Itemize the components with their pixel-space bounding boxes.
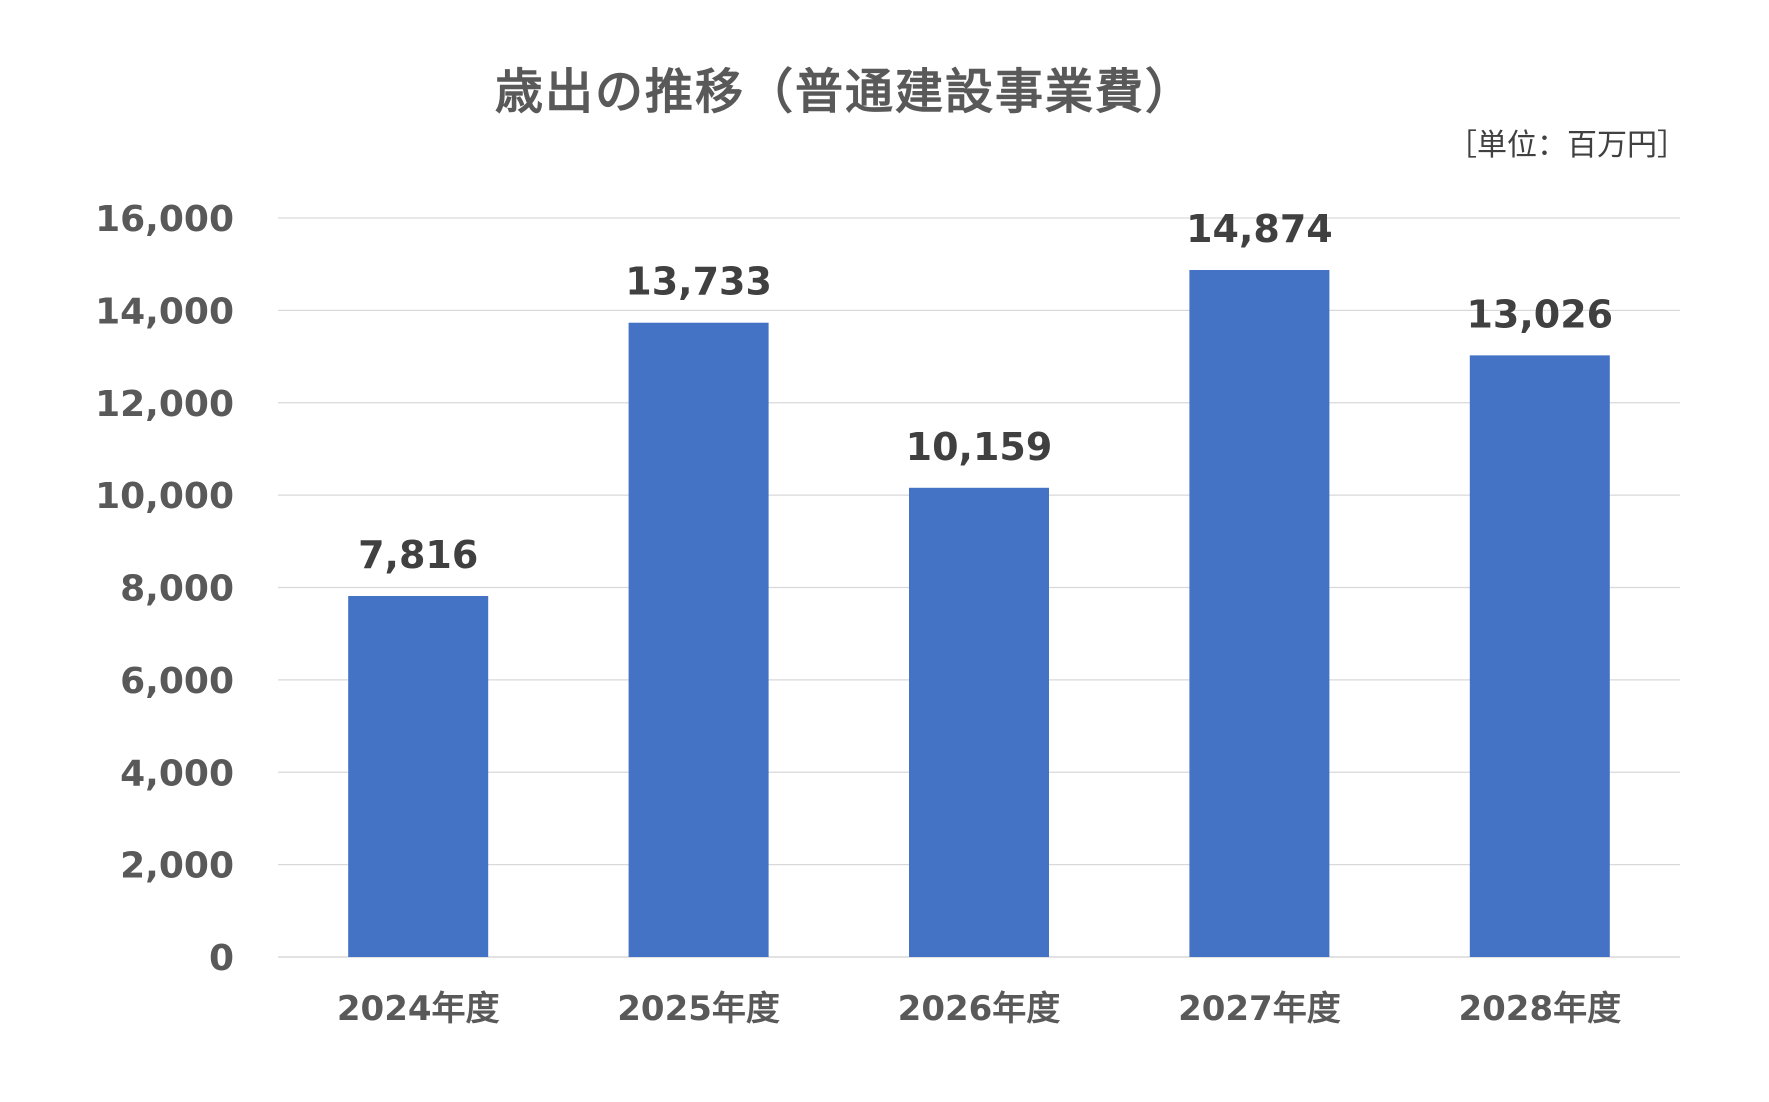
y-tick-label: 14,000 [95,291,234,332]
data-label: 10,159 [906,425,1053,469]
y-tick-label: 10,000 [95,476,234,517]
x-tick-label: 2025年度 [617,989,780,1029]
y-tick-label: 6,000 [120,661,234,702]
data-label: 7,816 [358,533,478,577]
x-tick-label: 2028年度 [1458,989,1621,1029]
y-tick-label: 4,000 [120,753,234,794]
bar [1469,355,1610,957]
y-tick-label: 0 [209,938,234,979]
y-tick-label: 2,000 [120,846,234,887]
x-tick-label: 2026年度 [898,989,1061,1029]
chart-title: 歳出の推移（普通建設事業費） [494,64,1195,120]
data-label: 14,874 [1186,207,1333,251]
bar [628,322,769,958]
unit-label: ［単位：百万円］ [1447,128,1687,163]
data-label: 13,026 [1466,292,1613,336]
bar [909,487,1049,957]
x-tick-label: 2024年度 [337,989,500,1029]
data-label: 13,733 [625,260,772,304]
bar [1189,270,1330,958]
y-tick-label: 12,000 [95,384,234,425]
y-tick-label: 8,000 [120,569,234,610]
x-tick-label: 2027年度 [1178,989,1341,1029]
y-tick-label: 16,000 [95,199,234,240]
bar [348,595,489,957]
